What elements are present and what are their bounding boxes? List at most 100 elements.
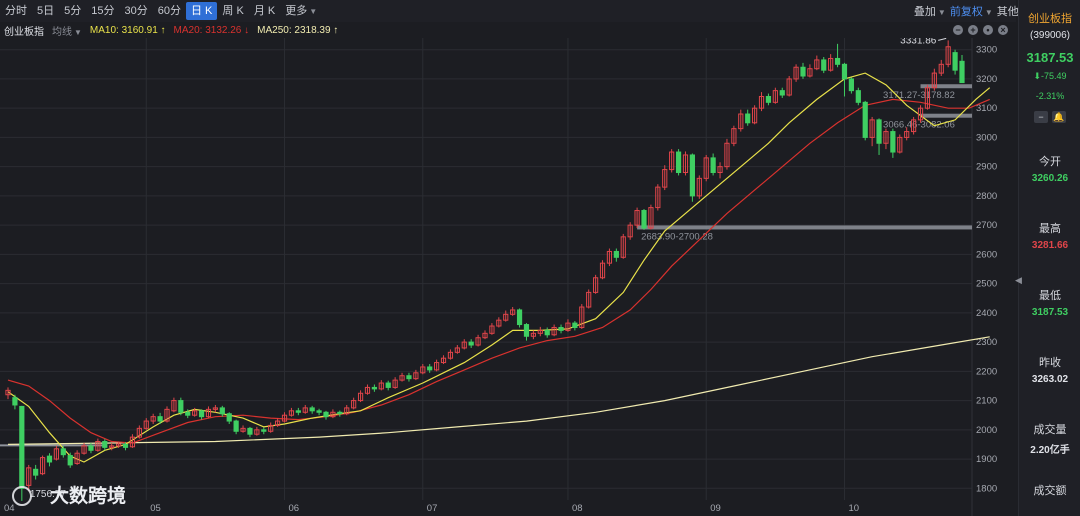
candle-body (33, 468, 39, 476)
timeframe-tab-2[interactable]: 5分 (64, 5, 82, 17)
side-index-name: 创业板指 (1028, 13, 1072, 25)
candle-body (60, 448, 66, 456)
candle-body (828, 57, 834, 71)
candle-body (620, 236, 626, 258)
candle-body (834, 57, 841, 65)
indicator-line: 创业板指 均线 ▼ MA10: 3160.91 ↑ MA20: 3132.26 ↓… (0, 22, 1016, 38)
candle-body (883, 131, 889, 144)
candle-body (758, 95, 765, 109)
ma20-value: MA20: 3132.26 ↓ (173, 24, 250, 36)
plus-icon[interactable]: + (968, 25, 978, 35)
candle-body (710, 157, 716, 174)
average-select[interactable]: 均线 ▼ (52, 26, 82, 38)
side-last-price: 3187.53 (1026, 50, 1074, 65)
side-index-code: (399006) (1029, 30, 1071, 41)
candle-body (537, 329, 543, 334)
timeframe-tab-6[interactable]: 日 K (186, 2, 218, 20)
y-tick-label: 2800 (976, 191, 997, 202)
candle-body (724, 142, 730, 168)
remove-watch-button[interactable]: − (1034, 111, 1048, 123)
candle-body (233, 420, 239, 432)
candle-body (841, 63, 848, 80)
candle-body (599, 262, 606, 279)
candle-body (565, 322, 571, 331)
minus-icon[interactable]: − (953, 25, 963, 35)
amount-label: 成交额 (1033, 485, 1067, 497)
candle-body (938, 63, 944, 74)
collapse-arrow-icon[interactable]: ◀ (1015, 275, 1022, 285)
adjust-dropdown[interactable]: 前复权 ▼ (949, 6, 993, 18)
timeframe-tab-1[interactable]: 5日 (37, 5, 55, 17)
candle-body (81, 445, 87, 454)
candle-body (931, 72, 937, 89)
timeframe-tab-9[interactable]: 更多 ▼ (285, 5, 318, 17)
side-change-pct: -2.31% (1035, 91, 1065, 101)
timeframe-tab-3[interactable]: 15分 (91, 5, 115, 17)
chevron-down-icon: ▼ (937, 8, 946, 17)
candle-body (136, 427, 142, 438)
candle-body (489, 325, 495, 334)
chevron-down-icon: ▼ (984, 8, 993, 17)
watermark-text: 大数跨境 (50, 484, 126, 507)
candlestick-chart[interactable]: 1800 1900 2000 2100 2200 2300 2400 2500 2600 2700… (0, 38, 1016, 516)
timeframe-tab-7[interactable]: 周 K (222, 5, 244, 17)
zone-label: 2683.90-2700.28 (641, 231, 713, 242)
y-tick-label: 3000 (976, 132, 997, 143)
low-value: 3187.53 (1031, 307, 1069, 318)
candle-body (205, 408, 212, 418)
x-month-label: 05 (150, 503, 161, 514)
timeframe-tab-5[interactable]: 60分 (157, 5, 181, 17)
candle-body (945, 46, 951, 65)
candle-body (682, 154, 689, 174)
candle-body (807, 68, 813, 77)
candle-body (219, 407, 225, 415)
candle-body (745, 113, 751, 124)
overlay-dropdown[interactable]: 叠加 ▼ (913, 6, 946, 18)
y-tick-label: 2600 (976, 249, 997, 260)
candle-body (5, 389, 11, 396)
candle-body (551, 326, 557, 336)
volume-value: 2.20亿手 (1030, 445, 1070, 456)
zone-label: 3066.46-3082.06 (883, 120, 955, 131)
y-tick-label: 1800 (976, 483, 997, 494)
candle-body (53, 448, 59, 460)
close-icon[interactable]: × (998, 25, 1008, 35)
resistance-zone (920, 84, 972, 89)
candle-body (19, 405, 25, 489)
index-name: 创业板指 (4, 26, 44, 38)
candle-body (641, 210, 647, 229)
candle-body (254, 429, 260, 435)
timeframe-tab-4[interactable]: 30分 (124, 5, 148, 17)
candle-body (530, 332, 536, 337)
high-annotation: 3331.86 (900, 38, 937, 46)
candle-body (371, 386, 377, 390)
y-tick-label: 1900 (976, 454, 997, 465)
candle-body (717, 166, 723, 174)
timeframe-tab-8[interactable]: 月 K (253, 5, 276, 17)
candle-body (143, 420, 149, 429)
candle-body (406, 375, 412, 380)
candle-body (281, 414, 288, 422)
alert-bell-button[interactable]: 🔔 (1052, 111, 1066, 123)
candle-body (240, 427, 246, 432)
ma250-line (7, 336, 990, 445)
candle-body (510, 309, 516, 315)
ma10-line (7, 72, 991, 463)
x-month-label: 09 (710, 503, 721, 514)
candle-body (337, 411, 343, 415)
candle-body (95, 441, 101, 451)
candle-body (917, 107, 924, 121)
candle-body (67, 455, 73, 466)
candle-body (558, 326, 564, 331)
candle-body (268, 424, 274, 432)
high-pointer (938, 38, 947, 41)
candle-body (185, 411, 191, 416)
watermark-circle (12, 486, 32, 506)
y-tick-label: 2300 (976, 337, 997, 348)
candle-body (911, 119, 917, 133)
settings-icon[interactable]: • (983, 25, 993, 35)
candle-body (606, 250, 613, 264)
candle-body (74, 452, 80, 464)
candle-body (814, 59, 820, 70)
timeframe-tab-0[interactable]: 分时 (5, 5, 27, 17)
